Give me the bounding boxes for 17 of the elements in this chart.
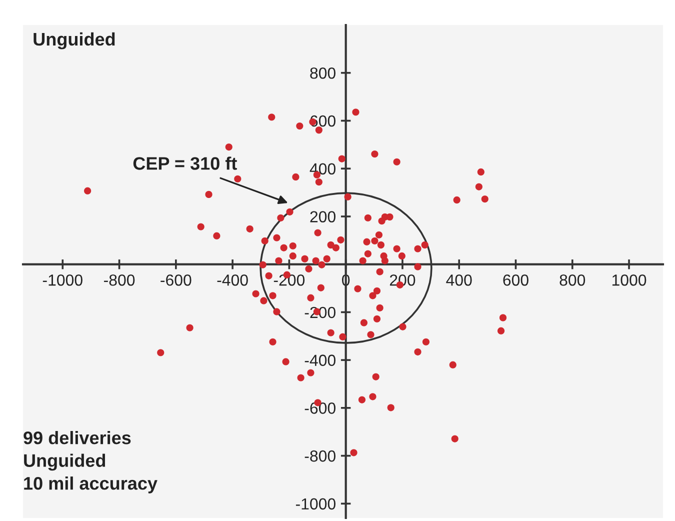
x-tick-label: -400 [217, 274, 248, 286]
x-tick-label: -600 [160, 274, 192, 286]
x-tick-label: 600 [503, 274, 528, 286]
x-tick-label: 1000 [612, 274, 646, 286]
y-tick-label: 800 [310, 68, 336, 79]
y-tick-label: -800 [304, 450, 336, 462]
x-tick-label: -1000 [42, 274, 82, 286]
y-tick-label: 400 [310, 163, 336, 175]
y-tick-label: -400 [304, 354, 336, 366]
x-tick-label: -800 [104, 274, 135, 286]
y-tick-label: -1000 [296, 498, 336, 510]
y-tick-label: 200 [310, 211, 336, 222]
x-tick-label: 800 [560, 274, 586, 286]
annotation: CEP = 310 ft [133, 156, 237, 170]
x-tick-label: 400 [446, 274, 472, 286]
annotation: 99 deliveries Unguided 10 mil accuracy [24, 431, 158, 494]
chart-title: Unguided [34, 32, 115, 50]
